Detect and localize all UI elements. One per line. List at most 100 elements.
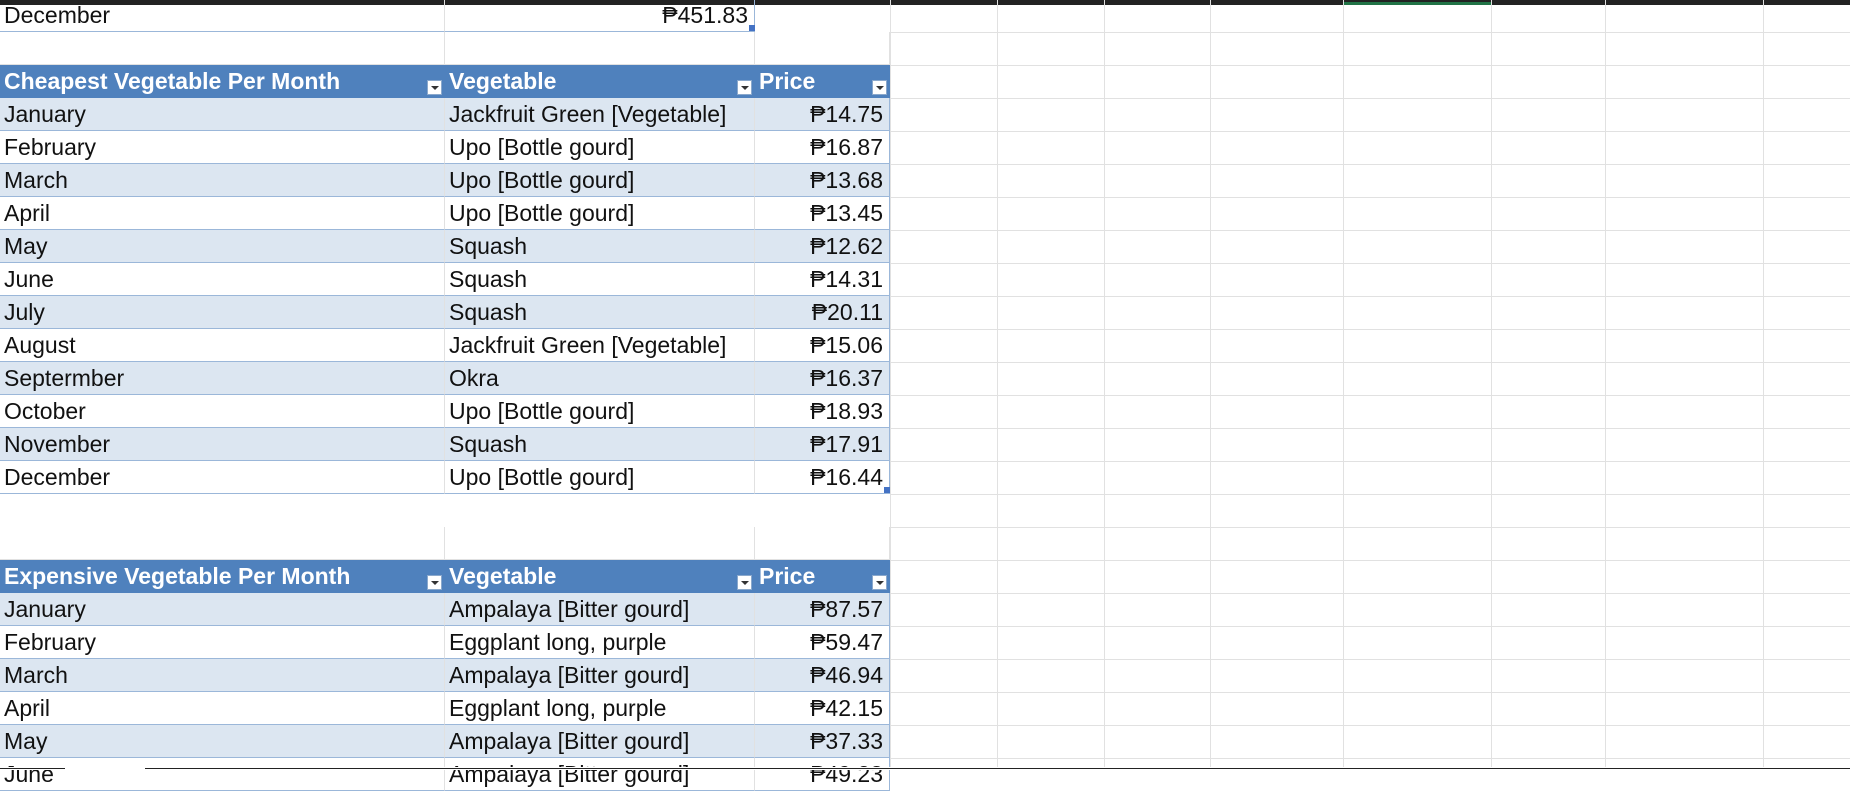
month-cell[interactable]: November	[0, 428, 445, 461]
column-gridline	[1605, 0, 1606, 770]
vegetable-cell[interactable]: Upo [Bottle gourd]	[445, 164, 755, 197]
vegetable-cell[interactable]: Okra	[445, 362, 755, 395]
filter-dropdown-icon[interactable]	[872, 575, 887, 590]
vegetable-cell[interactable]: Ampalaya [Bitter gourd]	[445, 659, 755, 692]
month-cell[interactable]: October	[0, 395, 445, 428]
month-cell[interactable]: January	[0, 593, 445, 626]
vegetable-cell[interactable]: Upo [Bottle gourd]	[445, 395, 755, 428]
row-gridline	[890, 395, 1850, 396]
row-gridline	[890, 527, 1850, 528]
sheet-bottom-border	[145, 768, 1850, 769]
price-cell[interactable]: ₱49.23	[755, 758, 890, 791]
month-cell[interactable]: February	[0, 626, 445, 659]
month-cell[interactable]: June	[0, 263, 445, 296]
month-cell[interactable]: January	[0, 98, 445, 131]
column-header[interactable]: Price	[755, 560, 890, 593]
month-cell[interactable]: May	[0, 725, 445, 758]
empty-cell[interactable]	[755, 527, 890, 560]
price-cell[interactable]: ₱17.91	[755, 428, 890, 461]
month-cell[interactable]: December	[0, 461, 445, 494]
column-header[interactable]: Expensive Vegetable Per Month	[0, 560, 445, 593]
price-cell[interactable]: ₱42.15	[755, 692, 890, 725]
month-cell[interactable]: April	[0, 197, 445, 230]
value-cell[interactable]: ₱451.83	[445, 0, 755, 32]
header-label: Vegetable	[449, 563, 557, 589]
month-cell[interactable]: May	[0, 230, 445, 263]
column-header[interactable]: Vegetable	[445, 560, 755, 593]
selected-column-indicator	[1343, 2, 1491, 5]
vegetable-cell[interactable]: Eggplant long, purple	[445, 692, 755, 725]
column-gridline	[997, 0, 998, 770]
month-cell[interactable]: March	[0, 659, 445, 692]
filter-dropdown-icon[interactable]	[427, 575, 442, 590]
month-cell[interactable]: June	[0, 758, 445, 791]
row-gridline	[890, 263, 1850, 264]
row-gridline	[890, 65, 1850, 66]
header-label: Price	[759, 68, 816, 94]
month-cell[interactable]: Septermber	[0, 362, 445, 395]
empty-cell[interactable]	[0, 32, 445, 65]
price-cell[interactable]: ₱12.62	[755, 230, 890, 263]
row-gridline	[890, 626, 1850, 627]
price-cell[interactable]: ₱20.11	[755, 296, 890, 329]
vegetable-cell[interactable]: Squash	[445, 263, 755, 296]
price-cell[interactable]: ₱16.37	[755, 362, 890, 395]
row-gridline	[890, 131, 1850, 132]
price-cell[interactable]: ₱18.93	[755, 395, 890, 428]
row-gridline	[890, 494, 1850, 495]
row-gridline	[890, 32, 1850, 33]
month-cell[interactable]: December	[0, 0, 445, 32]
filter-dropdown-icon[interactable]	[737, 575, 752, 590]
price-cell[interactable]: ₱15.06	[755, 329, 890, 362]
price-cell[interactable]: ₱37.33	[755, 725, 890, 758]
price-cell[interactable]: ₱87.57	[755, 593, 890, 626]
vegetable-cell[interactable]: Jackfruit Green [Vegetable]	[445, 98, 755, 131]
price-cell[interactable]: ₱13.45	[755, 197, 890, 230]
vegetable-cell[interactable]: Squash	[445, 230, 755, 263]
column-gridline	[890, 0, 891, 770]
price-cell[interactable]: ₱59.47	[755, 626, 890, 659]
vegetable-cell[interactable]: Ampalaya [Bitter gourd]	[445, 593, 755, 626]
column-gridline	[1491, 0, 1492, 770]
month-cell[interactable]: February	[0, 131, 445, 164]
vegetable-cell[interactable]: Eggplant long, purple	[445, 626, 755, 659]
empty-cell[interactable]	[755, 32, 890, 65]
price-cell[interactable]: ₱16.87	[755, 131, 890, 164]
price-cell[interactable]: ₱16.44	[755, 461, 890, 494]
row-gridline	[890, 296, 1850, 297]
column-header[interactable]: Price	[755, 65, 890, 98]
price-cell[interactable]: ₱14.75	[755, 98, 890, 131]
month-cell[interactable]: April	[0, 692, 445, 725]
empty-cell[interactable]	[445, 32, 755, 65]
table-resize-handle[interactable]	[884, 487, 890, 493]
table-resize-handle[interactable]	[749, 25, 755, 31]
column-gridline	[1210, 0, 1211, 770]
header-label: Expensive Vegetable Per Month	[4, 563, 351, 589]
row-gridline	[890, 461, 1850, 462]
month-cell[interactable]: August	[0, 329, 445, 362]
month-cell[interactable]: July	[0, 296, 445, 329]
column-header[interactable]: Cheapest Vegetable Per Month	[0, 65, 445, 98]
vegetable-cell[interactable]: Ampalaya [Bitter gourd]	[445, 758, 755, 791]
vegetable-cell[interactable]: Upo [Bottle gourd]	[445, 197, 755, 230]
row-gridline	[890, 428, 1850, 429]
empty-cell[interactable]	[0, 527, 445, 560]
row-gridline	[890, 164, 1850, 165]
vegetable-cell[interactable]: Upo [Bottle gourd]	[445, 461, 755, 494]
row-gridline	[890, 659, 1850, 660]
vegetable-cell[interactable]: Jackfruit Green [Vegetable]	[445, 329, 755, 362]
column-header[interactable]: Vegetable	[445, 65, 755, 98]
price-cell[interactable]: ₱14.31	[755, 263, 890, 296]
filter-dropdown-icon[interactable]	[427, 80, 442, 95]
vegetable-cell[interactable]: Upo [Bottle gourd]	[445, 131, 755, 164]
empty-cell[interactable]	[445, 527, 755, 560]
filter-dropdown-icon[interactable]	[872, 80, 887, 95]
vegetable-cell[interactable]: Ampalaya [Bitter gourd]	[445, 725, 755, 758]
price-cell[interactable]: ₱46.94	[755, 659, 890, 692]
vegetable-cell[interactable]: Squash	[445, 296, 755, 329]
month-cell[interactable]: March	[0, 164, 445, 197]
filter-dropdown-icon[interactable]	[737, 80, 752, 95]
price-cell[interactable]: ₱13.68	[755, 164, 890, 197]
vegetable-cell[interactable]: Squash	[445, 428, 755, 461]
row-gridline	[890, 197, 1850, 198]
